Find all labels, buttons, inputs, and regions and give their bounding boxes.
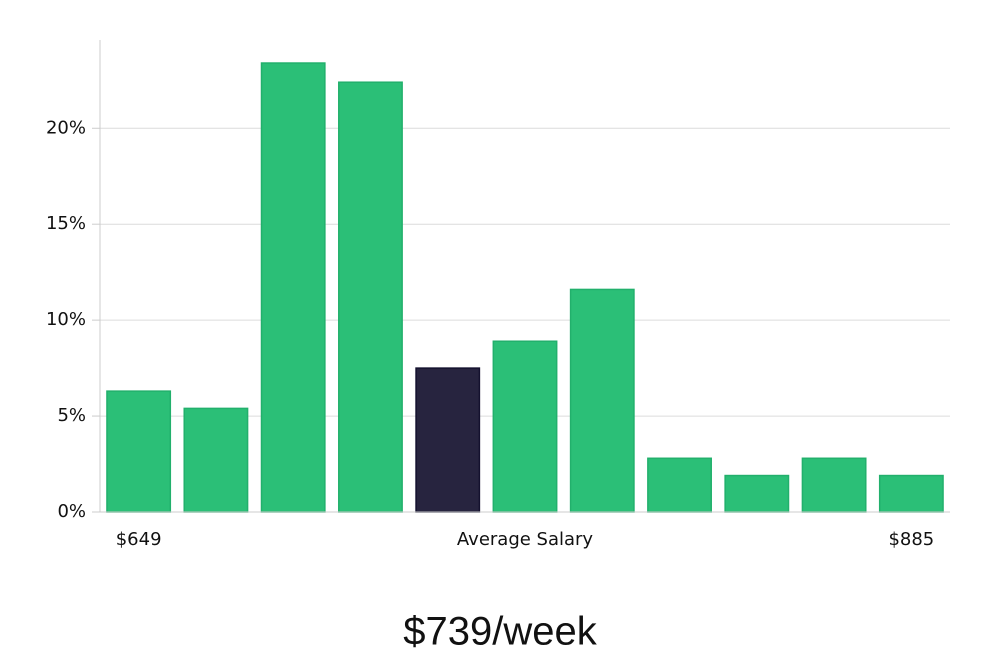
x-tick-label: $649 <box>116 529 162 550</box>
subtitle: $739/week <box>403 610 597 654</box>
bar <box>647 457 712 513</box>
y-tick-label: 0% <box>57 501 86 522</box>
x-tick-label: $885 <box>888 529 934 550</box>
bar <box>183 407 249 513</box>
y-tick-label: 5% <box>57 405 86 426</box>
bar <box>492 340 558 513</box>
bar <box>260 62 326 513</box>
bar <box>569 288 635 513</box>
bar <box>724 474 790 513</box>
y-tick-label: 10% <box>46 309 86 330</box>
y-tick-label: 15% <box>46 213 86 234</box>
y-tick-label: 20% <box>46 117 86 138</box>
bar <box>106 390 172 513</box>
bar <box>415 367 481 513</box>
bar <box>878 474 944 513</box>
bar <box>801 457 867 513</box>
bar <box>338 81 403 513</box>
x-axis-label: Average Salary <box>457 529 594 550</box>
